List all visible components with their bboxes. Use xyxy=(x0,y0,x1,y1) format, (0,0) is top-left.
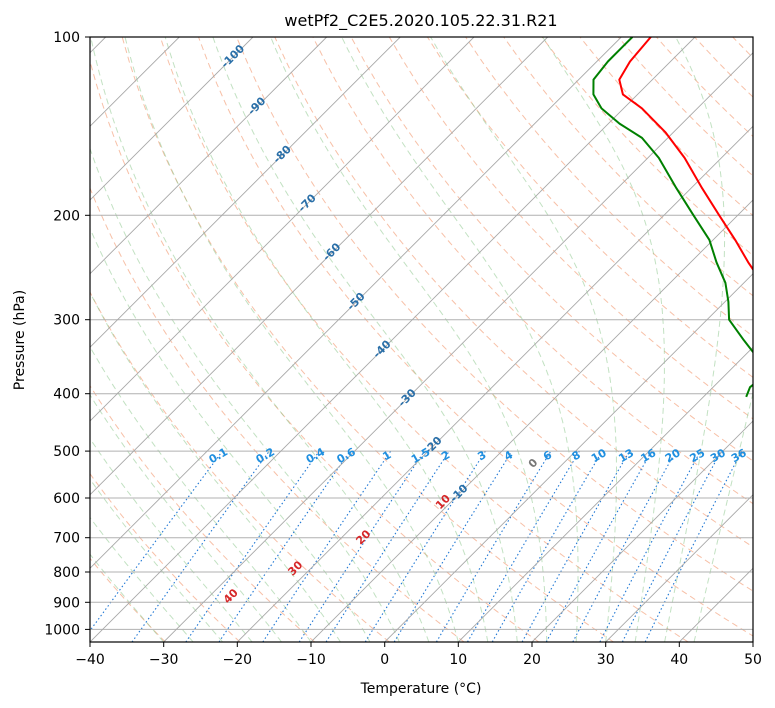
mixing-ratio-line xyxy=(90,450,223,632)
dry-adiabat xyxy=(90,384,316,642)
y-tick-label: 100 xyxy=(53,30,80,46)
y-tick-label: 800 xyxy=(53,565,80,581)
moist-adiabat xyxy=(164,37,489,642)
moist-adiabat xyxy=(430,37,617,642)
mixing-ratio-line xyxy=(262,450,392,642)
x-tick-label: 20 xyxy=(523,652,541,668)
y-tick-label: 400 xyxy=(53,387,80,403)
dry-adiabat xyxy=(90,291,390,642)
moist-adiabat xyxy=(270,37,548,642)
mixing-ratio-line xyxy=(644,450,743,642)
x-axis-ticks: −40 −30 −20 −10 0 10 20 30 40 50 xyxy=(75,642,762,668)
x-tick-label: −20 xyxy=(223,652,253,668)
y-tick-label: 900 xyxy=(53,595,80,611)
x-axis-title: Temperature (°C) xyxy=(360,681,482,697)
dewpoint-profile xyxy=(592,37,753,398)
x-tick-label: 50 xyxy=(744,652,762,668)
isotherm xyxy=(531,420,753,642)
y-tick-label: 200 xyxy=(53,208,80,224)
isotherm xyxy=(90,37,549,496)
y-axis-ticks: 100 200 300 400 500 600 700 800 900 1000 xyxy=(44,30,90,638)
x-tick-label: 40 xyxy=(670,652,688,668)
x-tick-label: −30 xyxy=(149,652,179,668)
moist-adiabat xyxy=(90,478,223,642)
y-tick-label: 500 xyxy=(53,444,80,460)
isotherms xyxy=(90,37,753,642)
dry-adiabat xyxy=(90,472,241,642)
moist-adiabat xyxy=(90,553,165,642)
y-tick-label: 600 xyxy=(53,491,80,507)
moist-adiabat xyxy=(212,37,518,642)
isotherm xyxy=(90,37,622,569)
dry-adiabat xyxy=(236,37,753,592)
plot-frame xyxy=(89,36,754,643)
isotherm xyxy=(90,37,401,348)
y-tick-label: 300 xyxy=(53,313,80,329)
mixing-ratio-line xyxy=(218,450,351,642)
dry-adiabat xyxy=(426,37,753,378)
moist-adiabat xyxy=(664,37,726,642)
mixing-ratio-lines xyxy=(90,450,743,642)
x-tick-label: 0 xyxy=(380,652,389,668)
moist-adiabat xyxy=(90,437,253,642)
mixing-ratio-line xyxy=(572,450,677,642)
moist-adiabats xyxy=(90,37,753,642)
sounding-series xyxy=(592,37,753,398)
isotherm xyxy=(90,37,328,275)
x-tick-label: −40 xyxy=(75,652,105,668)
moist-adiabat xyxy=(341,37,579,642)
isotherm xyxy=(90,37,475,422)
dry-adiabat xyxy=(90,186,465,642)
moist-adiabat xyxy=(90,291,341,642)
x-tick-label: 30 xyxy=(597,652,615,668)
mixing-ratio-line xyxy=(545,450,653,642)
y-axis-title: Pressure (hPa) xyxy=(12,290,28,390)
moist-adiabat xyxy=(124,37,459,642)
moist-adiabat xyxy=(542,37,665,642)
isotherm xyxy=(457,346,753,642)
mixing-ratio-line xyxy=(521,450,630,642)
moist-adiabat xyxy=(90,394,282,642)
x-tick-label: 10 xyxy=(449,652,467,668)
dry-adiabat xyxy=(121,37,614,642)
mixing-ratio-line xyxy=(131,450,270,642)
dry-adiabat xyxy=(503,37,753,297)
moist-adiabat xyxy=(693,390,753,642)
isotherm xyxy=(163,52,753,642)
dry-adiabat xyxy=(388,37,753,420)
dry-adiabat xyxy=(159,37,689,642)
moist-adiabat xyxy=(90,227,371,642)
mixing-ratio-line xyxy=(325,450,450,642)
mixing-ratio-line xyxy=(185,450,320,642)
isotherm xyxy=(384,273,753,642)
moist-adiabat xyxy=(90,37,430,642)
mixing-ratio-line xyxy=(393,450,513,642)
pressure-grid xyxy=(90,37,753,630)
dry-adiabats xyxy=(90,37,753,642)
dry-adiabat xyxy=(274,37,753,548)
isotherm xyxy=(605,494,753,642)
moist-adiabat xyxy=(90,516,194,642)
temperature-profile xyxy=(618,37,753,272)
dry-adiabat xyxy=(465,37,753,338)
chart-title: wetPf2_C2E5.2020.105.22.31.R21 xyxy=(284,11,557,31)
isotherm xyxy=(90,37,254,201)
x-tick-label: −10 xyxy=(296,652,326,668)
dry-adiabat xyxy=(312,37,753,505)
isotherm xyxy=(90,37,696,642)
isotherm xyxy=(310,199,753,642)
dry-adiabat xyxy=(350,37,753,462)
y-tick-label: 700 xyxy=(53,531,80,547)
y-tick-label: 1000 xyxy=(44,622,80,638)
dry-adiabat xyxy=(90,59,540,642)
mixing-ratio-line xyxy=(298,450,425,642)
plot-area: -100-90-80-70-60-50-40-30-20-100.1 0.2 0.4… xyxy=(90,37,753,642)
isotherm xyxy=(236,125,753,642)
